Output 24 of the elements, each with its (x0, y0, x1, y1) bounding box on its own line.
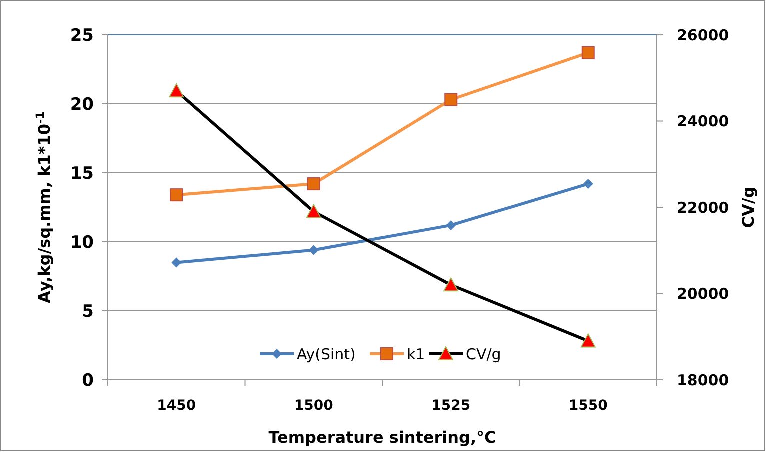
legend-label: Ay(Sint) (297, 345, 356, 364)
point (172, 258, 182, 268)
y2-tick-label: 26000 (677, 26, 730, 44)
point (308, 245, 319, 256)
y2-tick-label: 18000 (677, 371, 730, 390)
point (583, 179, 594, 190)
y2-tick-label: 22000 (677, 198, 730, 217)
legend-label: CV/g (466, 345, 502, 364)
y2-tick-label: 20000 (677, 285, 730, 303)
x-tick-label: 1500 (294, 398, 334, 414)
point (446, 220, 456, 230)
y-tick-label: 0 (82, 370, 94, 391)
y-tick-label: 15 (70, 164, 94, 184)
y-tick-label: 10 (70, 232, 94, 253)
legend-label: k1 (407, 345, 426, 364)
x-tick-label: 1525 (432, 398, 471, 414)
y2-tick-label: 24000 (677, 112, 730, 130)
y2-axis-title: CV/g (739, 186, 758, 228)
x-tick-label: 1550 (568, 398, 608, 414)
y-tick-label: 5 (82, 302, 94, 322)
x-axis-title: Temperature sintering,°C (268, 428, 496, 447)
x-tick-label: 1450 (157, 398, 196, 414)
y-tick-label: 20 (70, 94, 94, 115)
y-tick-label: 25 (70, 26, 94, 46)
